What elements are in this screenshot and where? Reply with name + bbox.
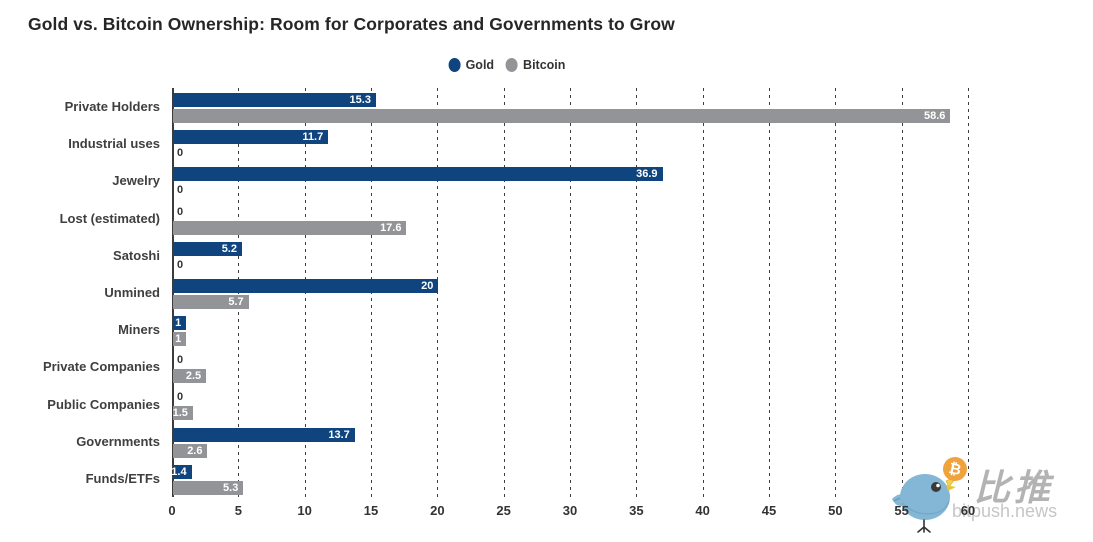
bar-row: 0 2.5 xyxy=(172,348,968,385)
x-tick-label: 40 xyxy=(695,503,710,518)
legend-label: Gold xyxy=(465,58,495,72)
bar-value-label: 2.5 xyxy=(185,370,202,383)
bitcoin-bar: 5.3 xyxy=(173,480,244,495)
gridline xyxy=(570,88,571,497)
gold-bar: 15.3 xyxy=(173,93,376,107)
gridline xyxy=(968,88,969,497)
bar-value-label: 11.7 xyxy=(302,131,324,144)
gridline xyxy=(503,88,505,497)
bitcoin-bar: 2.6 xyxy=(173,443,208,458)
x-tick-label: 5 xyxy=(234,503,242,518)
bar-row: 13.7 2.6 xyxy=(172,423,968,460)
bar-value-label: 1.4 xyxy=(171,465,187,478)
x-tick-label: 20 xyxy=(430,503,445,518)
bar-value-label: 15.3 xyxy=(349,94,371,106)
bar-row: 11.7 0 xyxy=(172,125,968,162)
bar-value-label: 1.5 xyxy=(172,407,188,420)
bar-value-label: 20 xyxy=(421,279,434,292)
legend-item-bitcoin: Bitcoin xyxy=(506,58,565,72)
bar-value-label: 2.6 xyxy=(187,444,203,457)
bitcoin-bar: 1 xyxy=(173,332,187,347)
chart-title: Gold vs. Bitcoin Ownership: Room for Cor… xyxy=(28,14,675,34)
category-label: Miners xyxy=(118,322,160,338)
bar-value-label: 5.2 xyxy=(221,242,237,255)
bar-value-label: 36.9 xyxy=(636,168,658,181)
category-label: Governments xyxy=(76,433,160,449)
category-label: Satoshi xyxy=(113,247,160,263)
legend-label: Bitcoin xyxy=(523,58,566,72)
x-tick-label: 60 xyxy=(960,503,976,518)
plot-area: 15.3 58.6 11.7 0 36.9 0 0 17.6 5.2 0 20 5.7 1 1 0 2.5 0 1… xyxy=(171,88,969,497)
gold-bar: 11.7 xyxy=(173,130,329,145)
gold-bar: 5.2 xyxy=(173,241,242,256)
bar-value-label: 5.3 xyxy=(223,481,239,494)
bar-value-label: 58.6 xyxy=(924,110,946,122)
x-tick-label: 15 xyxy=(363,503,379,518)
gold-bar: 1.4 xyxy=(171,464,192,479)
bar-rows: 15.3 58.6 11.7 0 36.9 0 0 17.6 5.2 0 20 5.7 1 1 0 2.5 0 1… xyxy=(171,88,968,497)
gridline xyxy=(769,88,770,497)
bitcoin-bar: 1.5 xyxy=(172,406,193,421)
watermark-domain: bitpush.news xyxy=(952,501,1058,521)
category-label: Lost (estimated) xyxy=(59,210,160,226)
gridline xyxy=(901,88,903,497)
zero-value-label: 0 xyxy=(177,391,184,404)
zero-value-label: 0 xyxy=(177,184,184,197)
bar-row: 20 5.7 xyxy=(172,274,968,311)
legend-gold-marker xyxy=(448,58,461,72)
bar-row: 36.9 0 xyxy=(172,162,968,199)
x-tick-label: 35 xyxy=(629,503,644,518)
category-axis: Private Holders Industrial uses Jewelry Los… xyxy=(8,88,160,497)
x-tick-label: 50 xyxy=(828,503,843,518)
category-label: Unmined xyxy=(104,285,160,301)
bar-row: 1.4 5.3 xyxy=(171,460,968,497)
gold-bar: 1 xyxy=(173,316,187,331)
bar-value-label: 13.7 xyxy=(328,428,350,441)
legend-item-gold: Gold xyxy=(448,58,495,72)
bar-value-label: 5.7 xyxy=(228,295,244,308)
zero-value-label: 0 xyxy=(177,205,184,218)
bar-value-label: 1 xyxy=(175,317,182,330)
gold-bar: 20 xyxy=(173,278,439,293)
x-tick-label: 55 xyxy=(894,503,909,518)
category-label: Jewelry xyxy=(112,173,160,189)
legend-bitcoin-marker xyxy=(506,58,519,72)
x-tick-label: 30 xyxy=(562,503,578,518)
bitcoin-bar: 2.5 xyxy=(173,369,207,384)
zero-value-label: 0 xyxy=(177,147,184,160)
bar-row: 5.2 0 xyxy=(172,237,968,274)
x-tick-label: 0 xyxy=(168,503,176,518)
gridline xyxy=(835,88,837,497)
zero-value-label: 0 xyxy=(177,258,184,271)
x-axis: 0 5 10 15 20 25 30 35 40 45 50 55 60 xyxy=(168,503,975,523)
gridline xyxy=(702,88,704,497)
watermark-brand: 比推 xyxy=(974,467,1055,508)
legend: Gold Bitcoin xyxy=(448,58,565,72)
category-label: Private Companies xyxy=(42,359,160,375)
bar-value-label: 1 xyxy=(175,333,182,346)
watermark: ₿ 比推 bitpush.news xyxy=(888,453,1088,538)
x-tick-label: 45 xyxy=(761,503,777,518)
x-tick-label: 10 xyxy=(297,503,312,518)
bitcoin-bar: 58.6 xyxy=(173,109,951,123)
category-label: Funds/ETFs xyxy=(85,470,160,486)
category-label: Industrial uses xyxy=(68,136,160,152)
category-label: Private Holders xyxy=(64,99,160,115)
bitcoin-bar: 17.6 xyxy=(173,220,407,235)
x-tick-label: 25 xyxy=(496,503,511,518)
category-label: Public Companies xyxy=(47,396,160,412)
bar-row: 15.3 58.6 xyxy=(172,88,968,125)
gold-bar: 13.7 xyxy=(173,427,355,442)
zero-value-label: 0 xyxy=(177,354,184,367)
bitcoin-bar: 5.7 xyxy=(173,294,249,309)
bar-row: 0 1.5 xyxy=(172,385,968,422)
gold-bar: 36.9 xyxy=(173,167,663,182)
bar-value-label: 17.6 xyxy=(380,221,402,234)
bar-row: 0 17.6 xyxy=(172,200,968,237)
gridline xyxy=(636,88,638,497)
